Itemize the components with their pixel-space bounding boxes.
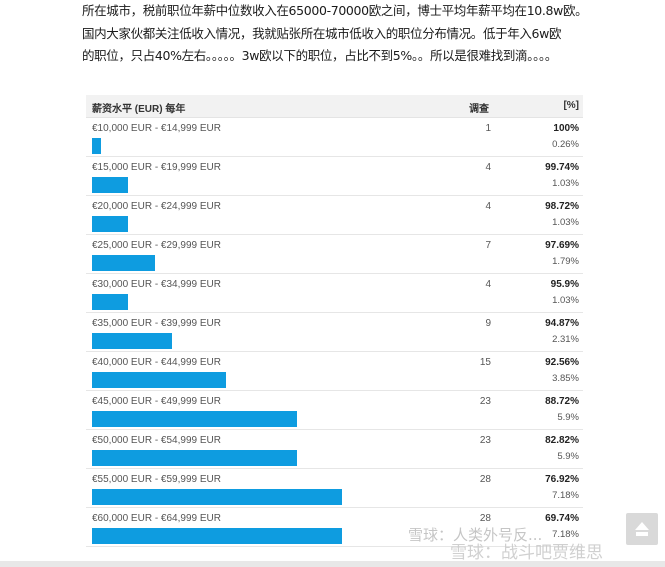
survey-count: 28 [479, 474, 491, 485]
survey-count: 7 [485, 240, 491, 251]
share-percent: 5.9% [557, 412, 579, 423]
share-percent: 2.31% [552, 334, 579, 345]
cumulative-percent: 97.69% [545, 240, 579, 251]
share-percent: 7.18% [552, 490, 579, 501]
salary-range-label: €60,000 EUR - €64,999 EUR [92, 513, 221, 524]
salary-range-label: €15,000 EUR - €19,999 EUR [92, 162, 221, 173]
survey-count: 15 [479, 357, 491, 368]
table-header: 薪资水平 (EUR) 每年 调查 [%] [86, 95, 583, 118]
table-row: €40,000 EUR - €44,999 EUR 15 92.56% 3.85% [86, 352, 583, 391]
cumulative-percent: 95.9% [550, 279, 579, 290]
survey-count: 1 [485, 123, 491, 134]
share-percent: 0.26% [552, 139, 579, 150]
table-row: €30,000 EUR - €34,999 EUR 4 95.9% 1.03% [86, 274, 583, 313]
salary-range-label: €30,000 EUR - €34,999 EUR [92, 279, 221, 290]
survey-count: 23 [479, 435, 491, 446]
table-row: €10,000 EUR - €14,999 EUR 1 100% 0.26% [86, 118, 583, 157]
cumulative-percent: 82.82% [545, 435, 579, 446]
table-body: €10,000 EUR - €14,999 EUR 1 100% 0.26% €15,0… [86, 118, 583, 547]
share-percent: 1.03% [552, 295, 579, 306]
share-percent: 1.79% [552, 256, 579, 267]
cumulative-percent: 92.56% [545, 357, 579, 368]
distribution-bar [92, 138, 101, 154]
survey-count: 28 [479, 513, 491, 524]
share-percent: 1.03% [552, 178, 579, 189]
share-percent: 3.85% [552, 373, 579, 384]
share-percent: 7.18% [552, 529, 579, 540]
distribution-bar [92, 333, 172, 349]
article-text: 所在城市，税前职位年薪中位数收入在65000-70000欧之间，博士平均年薪平均… [82, 0, 602, 68]
salary-range-label: €45,000 EUR - €49,999 EUR [92, 396, 221, 407]
salary-range-label: €10,000 EUR - €14,999 EUR [92, 123, 221, 134]
article-line: 国内大家伙都关注低收入情况，我就贴张所在城市低收入的职位分布情况。低于年入6w欧 [82, 25, 562, 41]
cumulative-percent: 99.74% [545, 162, 579, 173]
table-row: €20,000 EUR - €24,999 EUR 4 98.72% 1.03% [86, 196, 583, 235]
salary-range-label: €50,000 EUR - €54,999 EUR [92, 435, 221, 446]
table-row: €15,000 EUR - €19,999 EUR 4 99.74% 1.03% [86, 157, 583, 196]
header-salary-level: 薪资水平 (EUR) 每年 [92, 104, 186, 115]
salary-range-label: €55,000 EUR - €59,999 EUR [92, 474, 221, 485]
salary-distribution-table: 薪资水平 (EUR) 每年 调查 [%] €10,000 EUR - €14,9… [86, 95, 583, 547]
survey-count: 4 [485, 279, 491, 290]
distribution-bar [92, 372, 226, 388]
distribution-bar [92, 294, 128, 310]
header-survey-count: 调查 [469, 104, 489, 115]
watermark: 雪球：战斗吧贾维思 [450, 543, 603, 563]
survey-count: 4 [485, 162, 491, 173]
distribution-bar [92, 177, 128, 193]
distribution-bar [92, 255, 155, 271]
salary-range-label: €20,000 EUR - €24,999 EUR [92, 201, 221, 212]
article-line: 的职位，只占40%左右。。。。。3w欧以下的职位，占比不到5%。。所以是很难找到… [82, 48, 558, 63]
survey-count: 23 [479, 396, 491, 407]
distribution-bar [92, 450, 297, 466]
cumulative-percent: 94.87% [545, 318, 579, 329]
share-percent: 1.03% [552, 217, 579, 228]
cumulative-percent: 69.74% [545, 513, 579, 524]
table-row: €25,000 EUR - €29,999 EUR 7 97.69% 1.79% [86, 235, 583, 274]
salary-range-label: €40,000 EUR - €44,999 EUR [92, 357, 221, 368]
salary-range-label: €35,000 EUR - €39,999 EUR [92, 318, 221, 329]
salary-range-label: €25,000 EUR - €29,999 EUR [92, 240, 221, 251]
scroll-to-top-button[interactable] [626, 513, 658, 545]
header-percent: [%] [563, 100, 579, 111]
cumulative-percent: 88.72% [545, 396, 579, 407]
survey-count: 4 [485, 201, 491, 212]
watermark: 雪球：人类外号反... [408, 526, 543, 544]
table-row: €55,000 EUR - €59,999 EUR 28 76.92% 7.18% [86, 469, 583, 508]
distribution-bar [92, 411, 297, 427]
distribution-bar [92, 528, 342, 544]
article-line: 所在城市，税前职位年薪中位数收入在65000-70000欧之间，博士平均年薪平均… [82, 3, 588, 18]
table-row: €35,000 EUR - €39,999 EUR 9 94.87% 2.31% [86, 313, 583, 352]
table-row: €50,000 EUR - €54,999 EUR 23 82.82% 5.9% [86, 430, 583, 469]
cumulative-percent: 100% [553, 123, 579, 134]
share-percent: 5.9% [557, 451, 579, 462]
cumulative-percent: 98.72% [545, 201, 579, 212]
distribution-bar [92, 489, 342, 505]
distribution-bar [92, 216, 128, 232]
table-row: €45,000 EUR - €49,999 EUR 23 88.72% 5.9% [86, 391, 583, 430]
footer-divider [0, 561, 665, 567]
cumulative-percent: 76.92% [545, 474, 579, 485]
table-row: €60,000 EUR - €64,999 EUR 28 69.74% 7.18% [86, 508, 583, 547]
survey-count: 9 [485, 318, 491, 329]
